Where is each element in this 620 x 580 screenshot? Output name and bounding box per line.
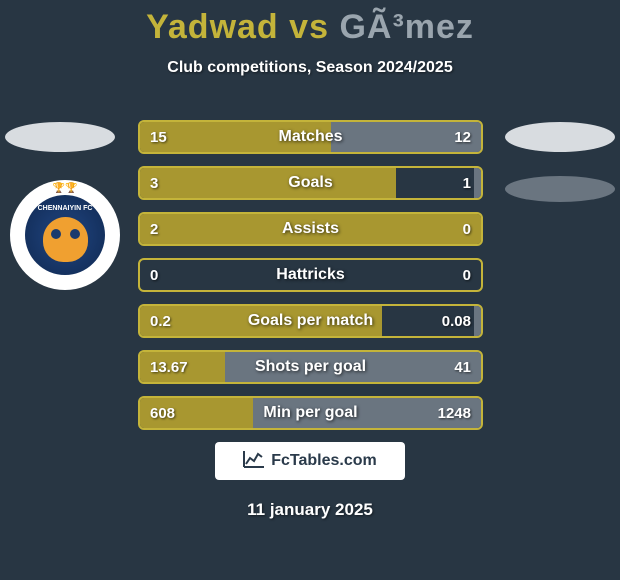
stat-label: Min per goal xyxy=(263,404,357,422)
stat-bar: 2 0 Assists xyxy=(138,212,483,246)
stat-label: Hattricks xyxy=(276,266,344,284)
stat-label: Goals per match xyxy=(248,312,373,330)
stat-bar: 15 12 Matches xyxy=(138,120,483,154)
stat-label: Goals xyxy=(288,174,332,192)
player2-name: GÃ³mez xyxy=(339,8,473,46)
brand-text: FcTables.com xyxy=(271,452,377,470)
stat-label: Assists xyxy=(282,220,339,238)
player1-name: Yadwad xyxy=(146,8,279,46)
stat-value-right: 1 xyxy=(463,175,471,192)
club-badge-inner: 🏆🏆 CHENNAIYIN FC xyxy=(25,195,105,275)
player2-avatar-placeholder xyxy=(505,122,615,152)
comparison-title: Yadwad vs GÃ³mez xyxy=(0,0,620,47)
stat-value-left: 608 xyxy=(150,405,175,422)
stat-fill-left xyxy=(140,168,396,198)
stat-value-left: 13.67 xyxy=(150,359,188,376)
stat-bar: 608 1248 Min per goal xyxy=(138,396,483,430)
player1-club-badge: 🏆🏆 CHENNAIYIN FC xyxy=(10,180,120,290)
stat-fill-right xyxy=(474,306,481,336)
stat-bar: 0.2 0.08 Goals per match xyxy=(138,304,483,338)
stat-label: Matches xyxy=(278,128,342,146)
stat-fill-right xyxy=(474,168,481,198)
stat-value-left: 0.2 xyxy=(150,313,171,330)
stat-bar: 13.67 41 Shots per goal xyxy=(138,350,483,384)
stat-bar: 0 0 Hattricks xyxy=(138,258,483,292)
vs-text: vs xyxy=(289,8,329,46)
stat-value-left: 0 xyxy=(150,267,158,284)
stat-value-left: 3 xyxy=(150,175,158,192)
stat-bar: 3 1 Goals xyxy=(138,166,483,200)
club-name: CHENNAIYIN FC xyxy=(38,205,93,212)
stat-value-right: 12 xyxy=(454,129,471,146)
stat-value-right: 1248 xyxy=(438,405,471,422)
stat-value-right: 0 xyxy=(463,267,471,284)
chart-icon xyxy=(243,450,265,473)
stat-value-left: 15 xyxy=(150,129,167,146)
stats-container: 15 12 Matches 3 1 Goals 2 0 Assists 0 0 Hattricks 0.… xyxy=(138,120,483,442)
trophy-icon: 🏆🏆 xyxy=(53,183,78,194)
footer-date: 11 january 2025 xyxy=(247,500,373,520)
stat-value-right: 0.08 xyxy=(442,313,471,330)
stat-value-left: 2 xyxy=(150,221,158,238)
subtitle: Club competitions, Season 2024/2025 xyxy=(0,59,620,77)
club-mascot-icon xyxy=(43,217,88,262)
player2-club-placeholder xyxy=(505,176,615,202)
player1-avatar-placeholder xyxy=(5,122,115,152)
brand-logo: FcTables.com xyxy=(215,442,405,480)
stat-value-right: 0 xyxy=(463,221,471,238)
stat-label: Shots per goal xyxy=(255,358,366,376)
stat-value-right: 41 xyxy=(454,359,471,376)
